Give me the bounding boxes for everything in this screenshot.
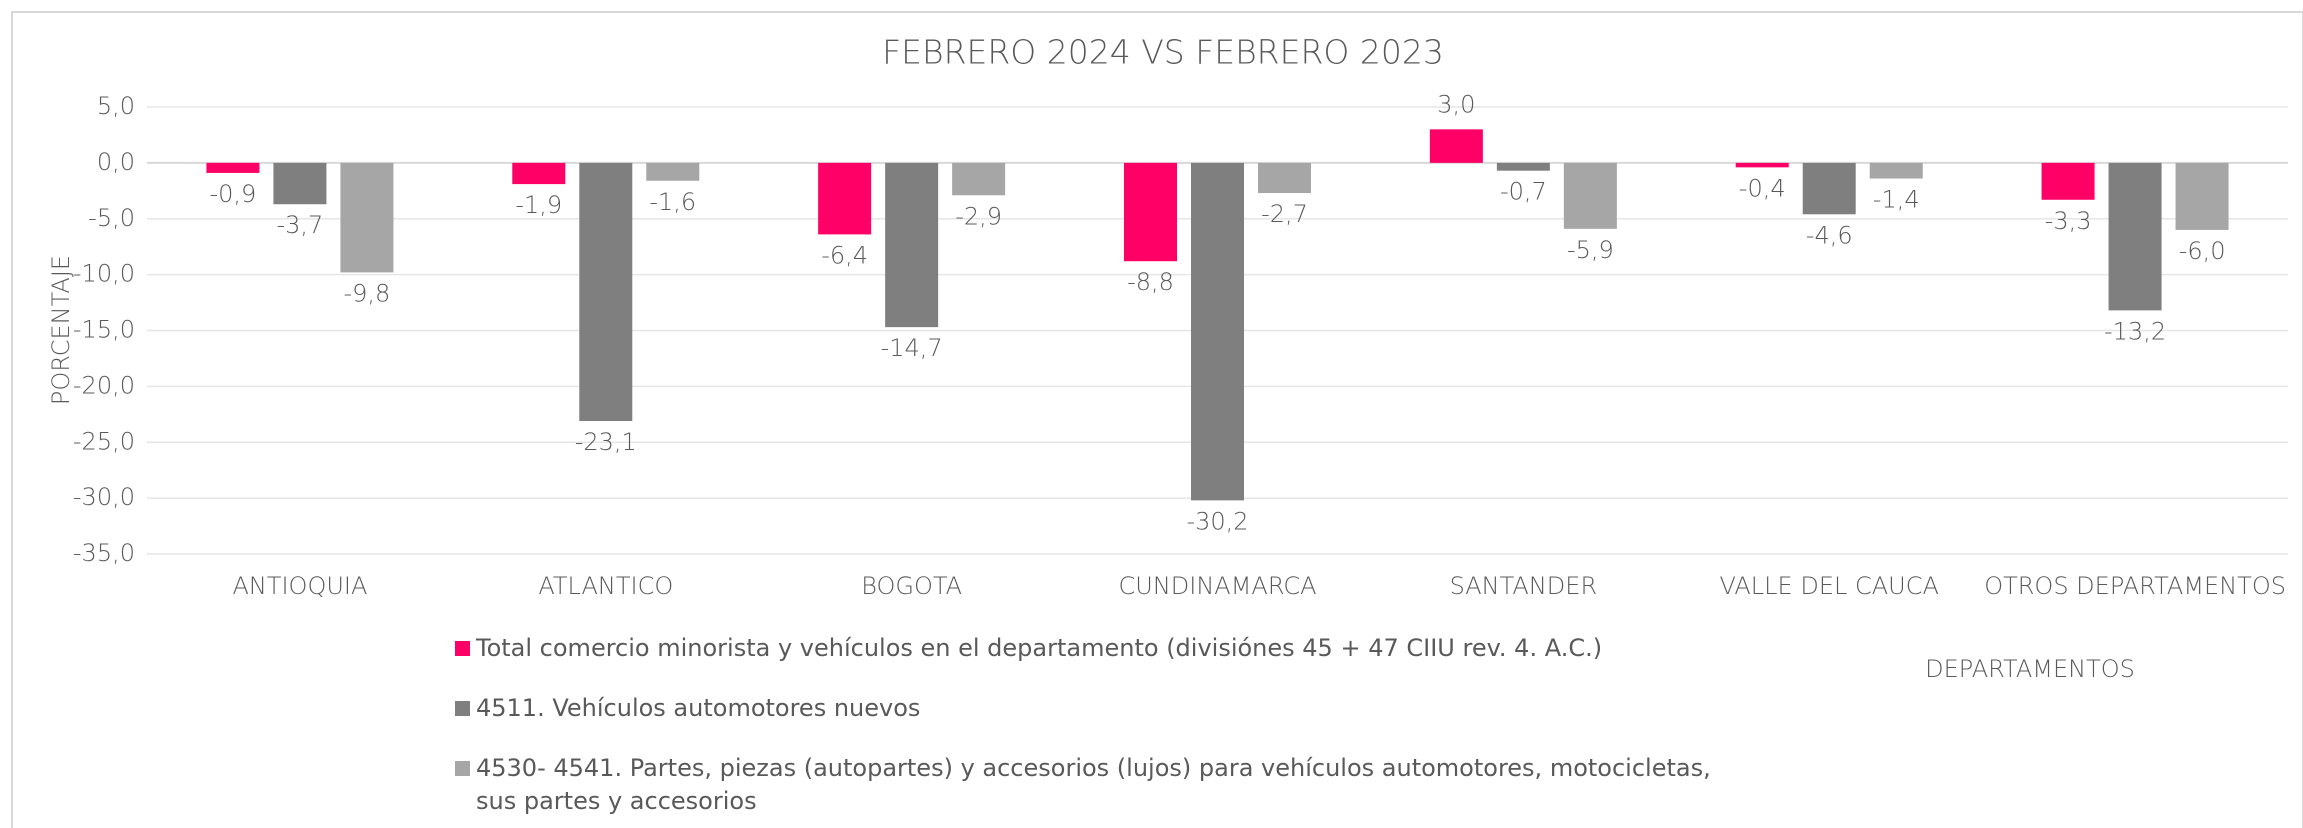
y-tick-label: -35,0 xyxy=(73,539,135,567)
value-label: -13,2 xyxy=(2104,317,2166,345)
y-tick-label: 5,0 xyxy=(97,92,135,120)
value-label: -4,6 xyxy=(1806,221,1853,249)
legend-swatch xyxy=(455,701,470,716)
x-axis-label: DEPARTAMENTOS xyxy=(1925,655,2135,683)
y-tick-label: -15,0 xyxy=(73,316,135,344)
bar xyxy=(1429,129,1483,163)
bar xyxy=(579,162,633,422)
value-label: -0,4 xyxy=(1739,174,1786,202)
y-tick-label: -10,0 xyxy=(73,260,135,288)
bar xyxy=(1124,162,1177,262)
bar xyxy=(952,162,1006,196)
bar xyxy=(1735,162,1789,168)
bar xyxy=(273,162,327,205)
bar xyxy=(2041,162,2095,200)
y-tick-label: -5,0 xyxy=(88,204,135,232)
bar xyxy=(206,162,260,173)
value-label: -8,8 xyxy=(1127,268,1174,296)
bar xyxy=(1258,162,1311,194)
value-label: -1,4 xyxy=(1873,186,1920,214)
legend-label: Total comercio minorista y vehículos en … xyxy=(476,634,1603,662)
x-tick-label: BOGOTA xyxy=(861,572,962,600)
value-label: -6,4 xyxy=(821,241,868,269)
legend: Total comercio minorista y vehículos en … xyxy=(455,632,1755,828)
legend-label: 4511. Vehículos automotores nuevos xyxy=(476,694,921,722)
y-tick-label: -25,0 xyxy=(73,427,135,455)
x-tick-label: ATLANTICO xyxy=(538,572,673,600)
value-label: 3,0 xyxy=(1437,90,1475,118)
x-tick-label: CUNDINAMARCA xyxy=(1119,572,1317,600)
legend-swatch xyxy=(455,641,470,656)
chart-border xyxy=(11,11,2303,828)
value-label: -14,7 xyxy=(881,334,943,362)
value-label: -9,8 xyxy=(344,279,391,307)
x-tick-label: OTROS DEPARTAMENTOS xyxy=(1984,572,2286,600)
legend-item: Total comercio minorista y vehículos en … xyxy=(455,632,1755,665)
bar xyxy=(2175,162,2229,230)
value-label: -2,9 xyxy=(955,202,1002,230)
value-label: -3,3 xyxy=(2045,207,2092,235)
legend-item: 4530- 4541. Partes, piezas (autopartes) … xyxy=(455,752,1755,818)
value-label: -0,9 xyxy=(210,180,257,208)
bar xyxy=(1191,162,1244,501)
y-tick-label: -30,0 xyxy=(73,483,135,511)
value-label: -2,7 xyxy=(1261,200,1308,228)
x-tick-label: ANTIOQUIA xyxy=(232,572,367,600)
legend-label: 4530- 4541. Partes, piezas (autopartes) … xyxy=(476,754,1711,815)
chart-title: FEBRERO 2024 VS FEBRERO 2023 xyxy=(882,33,1444,72)
x-tick-label: SANTANDER xyxy=(1450,572,1598,600)
value-label: -23,1 xyxy=(575,428,637,456)
bar xyxy=(340,162,394,273)
value-label: -1,9 xyxy=(515,191,562,219)
bar xyxy=(646,162,700,181)
value-label: -5,9 xyxy=(1567,236,1614,264)
value-label: -6,0 xyxy=(2179,237,2226,265)
bar xyxy=(1496,162,1550,171)
y-axis-label: PORCENTAJE xyxy=(47,255,75,405)
bar xyxy=(1563,162,1617,229)
legend-swatch xyxy=(455,761,470,776)
x-tick-label: VALLE DEL CAUCA xyxy=(1720,572,1939,600)
y-tick-label: 0,0 xyxy=(97,148,135,176)
bar xyxy=(818,162,872,235)
bar xyxy=(1869,162,1923,179)
value-label: -30,2 xyxy=(1186,507,1248,535)
value-label: -0,7 xyxy=(1500,178,1547,206)
bar xyxy=(885,162,939,328)
bar xyxy=(512,162,566,185)
value-label: -1,6 xyxy=(649,188,696,216)
value-label: -3,7 xyxy=(277,211,324,239)
y-tick-label: -20,0 xyxy=(73,371,135,399)
bar xyxy=(1802,162,1856,215)
legend-item: 4511. Vehículos automotores nuevos xyxy=(455,692,1755,725)
bar xyxy=(2108,162,2162,311)
